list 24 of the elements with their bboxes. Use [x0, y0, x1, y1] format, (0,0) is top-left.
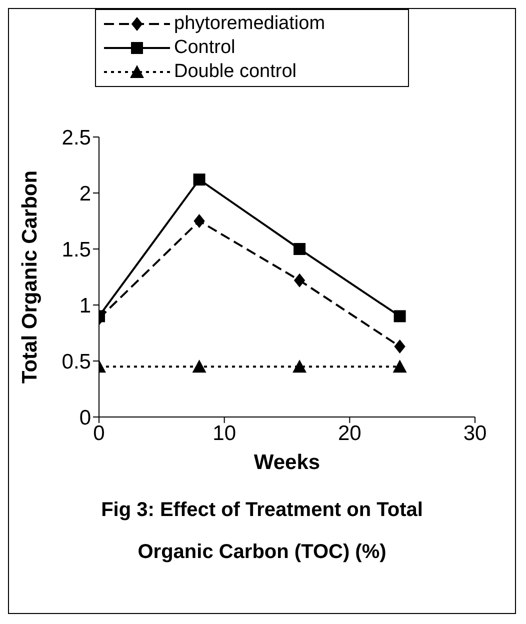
point [292, 360, 307, 373]
y-tick-label: 1 [79, 294, 91, 318]
point [294, 273, 306, 288]
y-tick-label: 0.5 [62, 350, 91, 374]
y-axis-title: Total Organic Carbon [18, 170, 42, 384]
point [192, 360, 206, 373]
text: Fig 3: Effect of Treatment on Total Organic Carbon (TOC) (%) [100, 498, 424, 565]
y-tick-label: 0 [79, 406, 91, 430]
x-tick-label: 20 [338, 422, 362, 445]
legend-label: Double control [174, 61, 297, 83]
point [394, 310, 406, 322]
point [394, 339, 406, 354]
point [193, 174, 206, 186]
point [194, 214, 205, 228]
point [294, 243, 306, 255]
point [392, 360, 407, 373]
legend-label: phytoremediatiom [174, 13, 326, 35]
x-tick-label: 30 [463, 422, 487, 445]
y-tick-label: 2 [79, 182, 91, 206]
y-tick-label: 2.5 [62, 126, 91, 150]
legend-label: Control [174, 37, 236, 59]
x-axis-title: Weeks [254, 451, 320, 474]
y-tick-label: 1.5 [62, 238, 91, 262]
x-tick-label: 10 [212, 422, 236, 445]
